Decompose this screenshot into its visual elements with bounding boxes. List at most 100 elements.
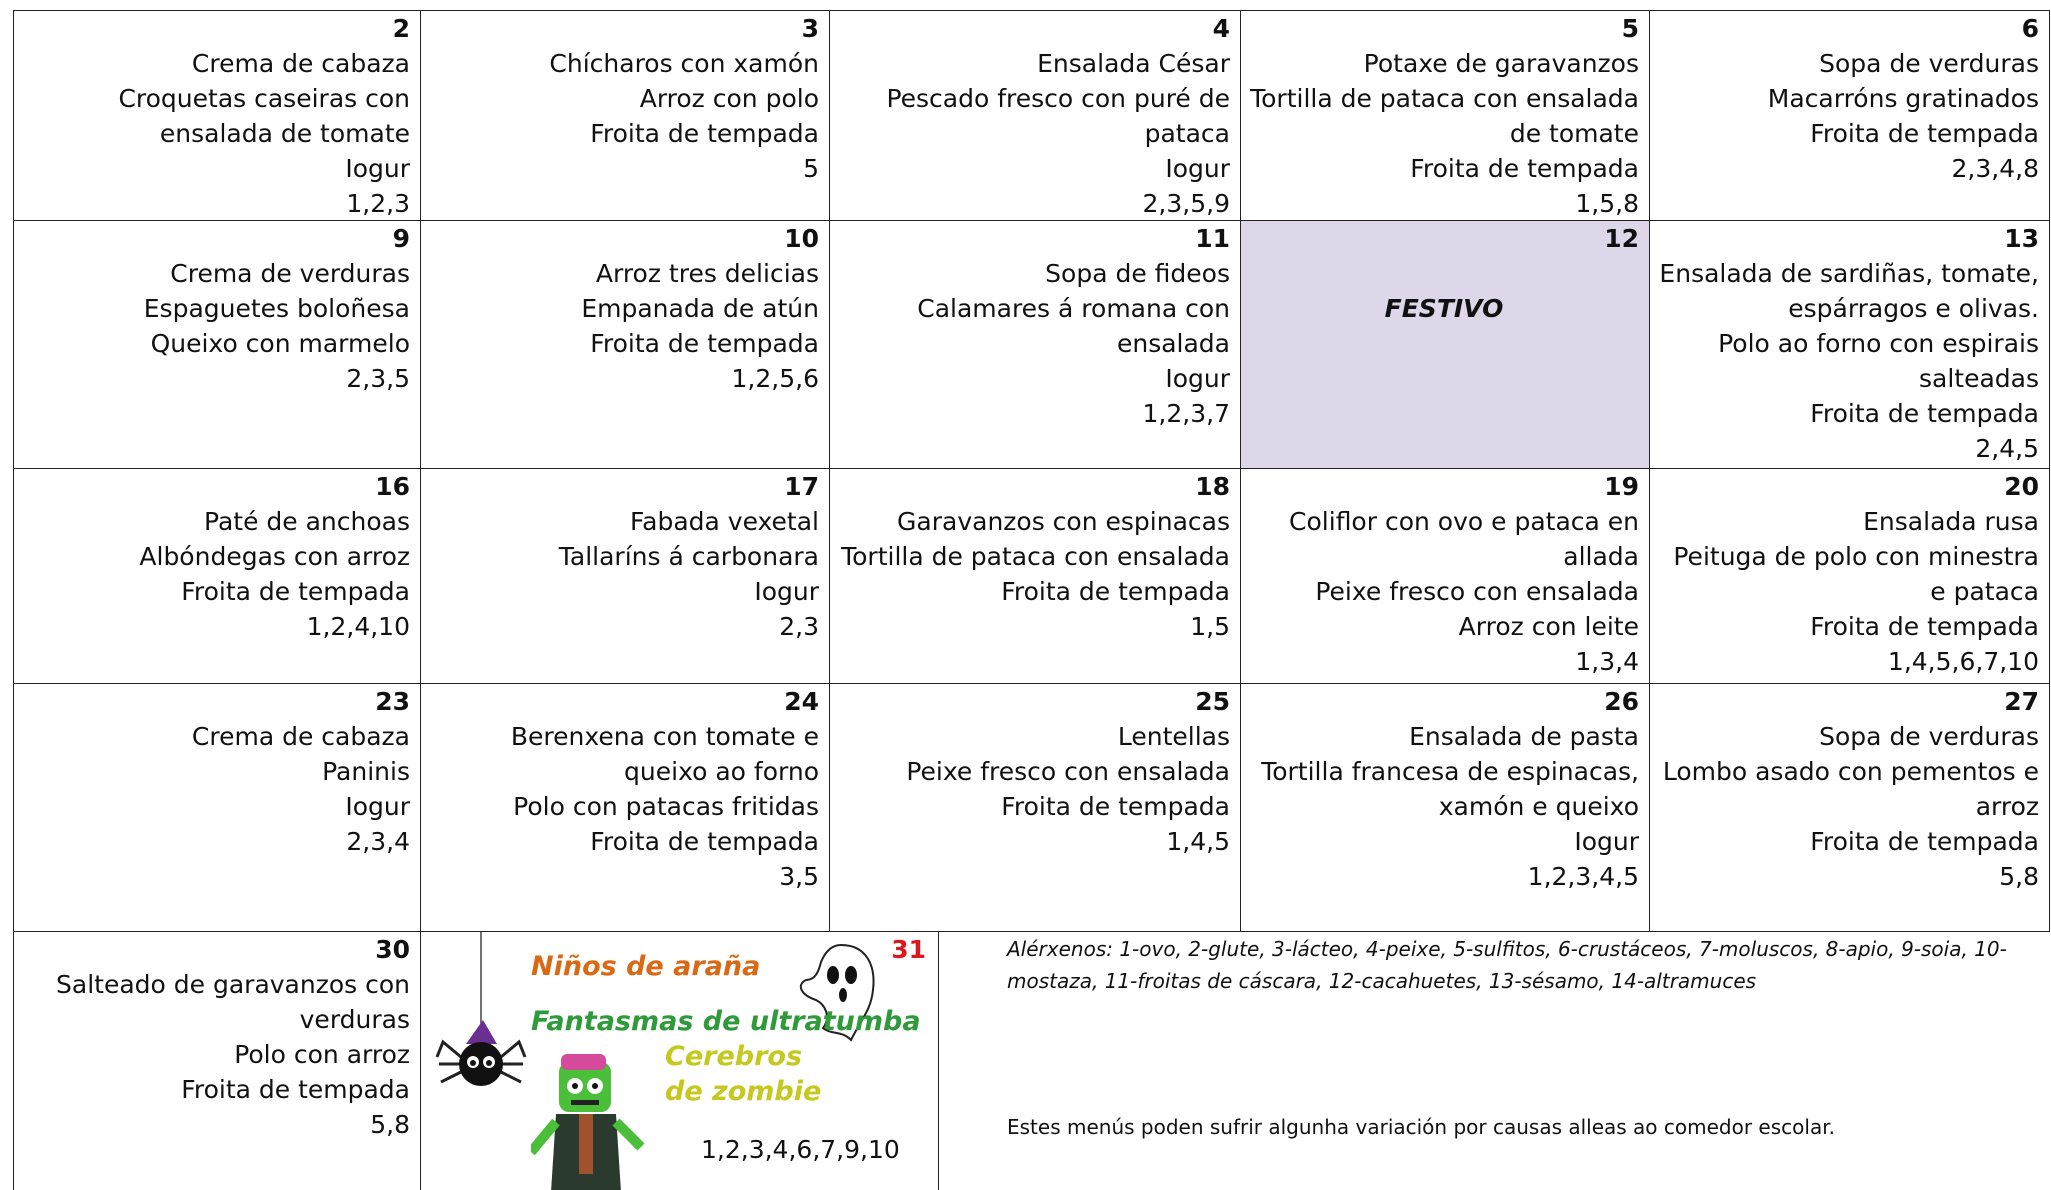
day-number: 17 xyxy=(784,472,819,501)
menu-item: Peixe fresco con ensalada xyxy=(1315,577,1639,606)
menu-item: Ensalada rusa xyxy=(1863,507,2039,536)
menu-item: Froita de tempada xyxy=(181,1075,410,1104)
day-cell: 19 Coliflor con ovo e pataca en allada Pei… xyxy=(1240,468,1650,684)
day-number: 20 xyxy=(2004,472,2039,501)
footer-note: Estes menús poden sufrir algunha variaci… xyxy=(1007,1115,1835,1139)
menu-item: Potaxe de garavanzos xyxy=(1363,49,1639,78)
day-cell: 11 Sopa de fideos Calamares á romana con e… xyxy=(829,220,1241,469)
day-cell: 23 Crema de cabaza Paninis Iogur 2,3,4 xyxy=(13,683,421,932)
day-number: 16 xyxy=(375,472,410,501)
menu-item: Chícharos con xamón xyxy=(549,49,819,78)
menu-item: Berenxena con tomate e queixo ao forno xyxy=(510,722,819,786)
day-cell: 13 Ensalada de sardiñas, tomate, espárrag… xyxy=(1649,220,2050,469)
allergens: 2,3,5,9 xyxy=(1142,189,1230,218)
day-number: 2 xyxy=(392,14,410,43)
zombie-icon xyxy=(531,1054,645,1190)
menu-item: Froita de tempada xyxy=(1810,399,2039,428)
day-number: 26 xyxy=(1604,687,1639,716)
day-cell: 18 Garavanzos con espinacas Tortilla de pa… xyxy=(829,468,1241,684)
allergens: 1,3,4 xyxy=(1575,647,1639,676)
day-number: 19 xyxy=(1604,472,1639,501)
allergens: 1,4,5 xyxy=(1166,827,1230,856)
day-cell: 16 Paté de anchoas Albóndegas con arroz Fro… xyxy=(13,468,421,684)
menu-item: Froita de tempada xyxy=(1410,154,1639,183)
menu-item: Froita de tempada xyxy=(590,119,819,148)
day-cell: 6 Sopa de verduras Macarróns gratinados Fro… xyxy=(1649,10,2050,221)
allergens: 1,2,3,7 xyxy=(1142,399,1230,428)
menu-item: Polo ao forno con espirais salteadas xyxy=(1718,329,2039,393)
menu-item: Iogur xyxy=(345,792,410,821)
menu-item: Ensalada de pasta xyxy=(1409,722,1639,751)
halloween-title: Fantasmas de ultratumba xyxy=(531,1006,921,1037)
menu-item: Sopa de verduras xyxy=(1819,49,2039,78)
allergen-legend: Alérxenos: 1-ovo, 2-glute, 3-lácteo, 4-p… xyxy=(1007,937,2007,993)
menu-item: Arroz con polo xyxy=(639,84,819,113)
allergens: 1,5 xyxy=(1190,612,1230,641)
day-number: 3 xyxy=(801,14,819,43)
allergens: 1,2,5,6 xyxy=(731,364,819,393)
menu-item: Crema de cabaza xyxy=(191,49,410,78)
allergens: 1,2,3,4,5 xyxy=(1527,862,1639,891)
day-number: 30 xyxy=(375,935,410,964)
menu-item: Croquetas caseiras con ensalada de tomat… xyxy=(118,84,410,148)
allergens: 2,3,4 xyxy=(346,827,410,856)
day-number: 23 xyxy=(375,687,410,716)
day-number: 13 xyxy=(2004,224,2039,253)
menu-item: Sopa de fideos xyxy=(1045,259,1230,288)
day-number: 4 xyxy=(1212,14,1230,43)
day-cell: 26 Ensalada de pasta Tortilla francesa de … xyxy=(1240,683,1650,932)
menu-item: Tortilla francesa de espinacas, xamón e … xyxy=(1261,757,1639,821)
day-number: 6 xyxy=(2021,14,2039,43)
day-cell: 2 Crema de cabaza Croquetas caseiras con e… xyxy=(13,10,421,221)
day-cell: 12 FESTIVO xyxy=(1240,220,1650,469)
menu-item: Albóndegas con arroz xyxy=(139,542,410,571)
allergens: 1,2,3 xyxy=(346,189,410,218)
allergens: 5 xyxy=(803,154,819,183)
menu-item: Calamares á romana con ensalada xyxy=(917,294,1230,358)
day-number: 31 xyxy=(891,935,926,964)
menu-item: Fabada vexetal xyxy=(630,507,819,536)
allergens: 1,4,5,6,7,10 xyxy=(1887,647,2039,676)
allergens: 2,3,5 xyxy=(346,364,410,393)
holiday-label: FESTIVO xyxy=(1384,294,1504,323)
menu-item: Paninis xyxy=(322,757,410,786)
menu-item: Sopa de verduras xyxy=(1819,722,2039,751)
menu-item: Paté de anchoas xyxy=(204,507,410,536)
menu-item: Polo con arroz xyxy=(234,1040,410,1069)
menu-item: Espaguetes boloñesa xyxy=(143,294,410,323)
day-number: 18 xyxy=(1195,472,1230,501)
menu-item: Salteado de garavanzos con verduras xyxy=(56,970,410,1034)
menu-item: Crema de verduras xyxy=(170,259,410,288)
menu-item: Coliflor con ovo e pataca en allada xyxy=(1289,507,1639,571)
menu-item: Iogur xyxy=(754,577,819,606)
menu-item: Tortilla de pataca con ensalada de tomat… xyxy=(1250,84,1639,148)
allergens: 5,8 xyxy=(1999,862,2039,891)
day-cell: 10 Arroz tres delicias Empanada de atún Fro… xyxy=(420,220,830,469)
day-number: 25 xyxy=(1195,687,1230,716)
menu-item: Polo con patacas fritidas xyxy=(513,792,819,821)
menu-item: Iogur xyxy=(1165,154,1230,183)
menu-item: Froita de tempada xyxy=(1001,577,1230,606)
day-number: 24 xyxy=(784,687,819,716)
allergens: 2,3,4,8 xyxy=(1951,154,2039,183)
menu-item: Pescado fresco con puré de pataca xyxy=(886,84,1230,148)
menu-item: Arroz tres delicias xyxy=(595,259,819,288)
menu-item: Peixe fresco con ensalada xyxy=(906,757,1230,786)
day-number: 27 xyxy=(2004,687,2039,716)
day-cell: 5 Potaxe de garavanzos Tortilla de pataca … xyxy=(1240,10,1650,221)
menu-item: Froita de tempada xyxy=(590,329,819,358)
menu-item: Lentellas xyxy=(1117,722,1230,751)
menu-item: Tortilla de pataca con ensalada xyxy=(841,542,1230,571)
day-number: 11 xyxy=(1195,224,1230,253)
menu-item: Ensalada César xyxy=(1037,49,1230,78)
day-number: 9 xyxy=(392,224,410,253)
menu-item: Iogur xyxy=(1574,827,1639,856)
menu-item: Tallaríns á carbonara xyxy=(558,542,819,571)
halloween-cell: 31 Niños de araña Fantasmas de ultratumb… xyxy=(420,931,939,1190)
day-cell: 9 Crema de verduras Espaguetes boloñesa Que… xyxy=(13,220,421,469)
menu-item: Froita de tempada xyxy=(181,577,410,606)
day-number: 5 xyxy=(1621,14,1639,43)
menu-item: Froita de tempada xyxy=(1810,119,2039,148)
menu-item: Iogur xyxy=(1165,364,1230,393)
